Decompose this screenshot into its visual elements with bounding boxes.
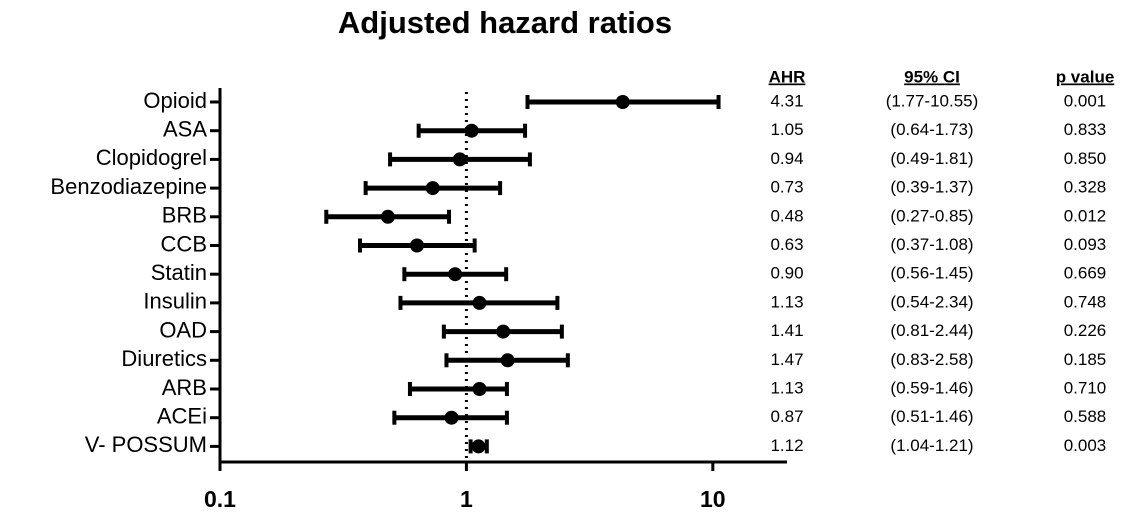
column-header: AHR <box>769 67 806 86</box>
ahr-label: 0.48 <box>770 206 803 225</box>
point-estimate <box>472 382 487 396</box>
ci-label: (0.39-1.37) <box>890 178 973 197</box>
ahr-label: 0.94 <box>770 149 803 168</box>
p-value: 0.185 <box>1064 350 1107 369</box>
category-label: V- POSSUM <box>85 432 207 457</box>
point-estimate <box>464 123 479 138</box>
category-label: Insulin <box>143 289 207 314</box>
p-value: 0.850 <box>1064 149 1107 168</box>
category-label: Diuretics <box>121 346 207 371</box>
column-header: p value <box>1056 67 1115 86</box>
ci-label: (0.81-2.44) <box>890 321 973 340</box>
ci-label: (1.04-1.21) <box>890 436 973 455</box>
ci-label: (0.83-2.58) <box>890 350 973 369</box>
ci-label: (0.54-2.34) <box>890 292 973 311</box>
category-label: BRB <box>162 203 207 228</box>
point-estimate <box>496 324 511 339</box>
category-label: Clopidogrel <box>96 145 207 170</box>
ci-label: (0.49-1.81) <box>890 149 973 168</box>
ci-label: (0.51-1.46) <box>890 407 973 426</box>
p-value: 0.226 <box>1064 321 1107 340</box>
ahr-label: 0.73 <box>770 178 803 197</box>
ahr-label: 1.41 <box>770 321 803 340</box>
ci-label: (0.27-0.85) <box>890 206 973 225</box>
x-tick-label: 0.1 <box>204 486 236 512</box>
chart-title: Adjusted hazard ratios <box>338 5 672 40</box>
p-value: 0.710 <box>1064 378 1107 397</box>
ahr-label: 1.12 <box>770 436 803 455</box>
point-estimate <box>444 410 459 425</box>
x-tick-label: 1 <box>460 486 473 512</box>
ahr-label: 4.31 <box>770 91 803 110</box>
column-header: 95% CI <box>904 67 960 86</box>
point-estimate <box>380 209 395 224</box>
ahr-label: 0.63 <box>770 235 803 254</box>
point-estimate <box>409 238 424 253</box>
category-label: OAD <box>159 317 207 342</box>
category-label: Statin <box>151 260 207 285</box>
category-label: CCB <box>161 231 207 256</box>
p-value: 0.012 <box>1064 206 1107 225</box>
ahr-label: 1.13 <box>770 292 803 311</box>
p-value: 0.588 <box>1064 407 1107 426</box>
ahr-label: 0.87 <box>770 407 803 426</box>
point-estimate <box>472 295 487 310</box>
ahr-label: 1.47 <box>770 350 803 369</box>
point-estimate <box>500 353 515 368</box>
category-label: ASA <box>163 117 207 142</box>
p-value: 0.001 <box>1064 91 1107 110</box>
ci-label: (0.59-1.46) <box>890 378 973 397</box>
p-value: 0.093 <box>1064 235 1107 254</box>
point-estimate <box>452 152 467 167</box>
ci-label: (0.37-1.08) <box>890 235 973 254</box>
ahr-label: 1.13 <box>770 378 803 397</box>
category-label: Opioid <box>143 88 207 113</box>
ci-label: (1.77-10.55) <box>886 91 979 110</box>
ahr-label: 0.90 <box>770 264 803 283</box>
point-estimate <box>471 439 486 454</box>
p-value: 0.003 <box>1064 436 1107 455</box>
p-value: 0.669 <box>1064 264 1107 283</box>
category-label: Benzodiazepine <box>50 174 207 199</box>
point-estimate <box>425 181 440 196</box>
p-value: 0.748 <box>1064 292 1107 311</box>
x-tick-label: 10 <box>700 486 726 512</box>
point-estimate <box>448 267 463 282</box>
p-value: 0.833 <box>1064 120 1107 139</box>
p-value: 0.328 <box>1064 178 1107 197</box>
category-label: ACEi <box>157 404 207 429</box>
ci-label: (0.56-1.45) <box>890 264 973 283</box>
ci-label: (0.64-1.73) <box>890 120 973 139</box>
point-estimate <box>615 95 630 109</box>
category-label: ARB <box>162 375 207 400</box>
ahr-label: 1.05 <box>770 120 803 139</box>
